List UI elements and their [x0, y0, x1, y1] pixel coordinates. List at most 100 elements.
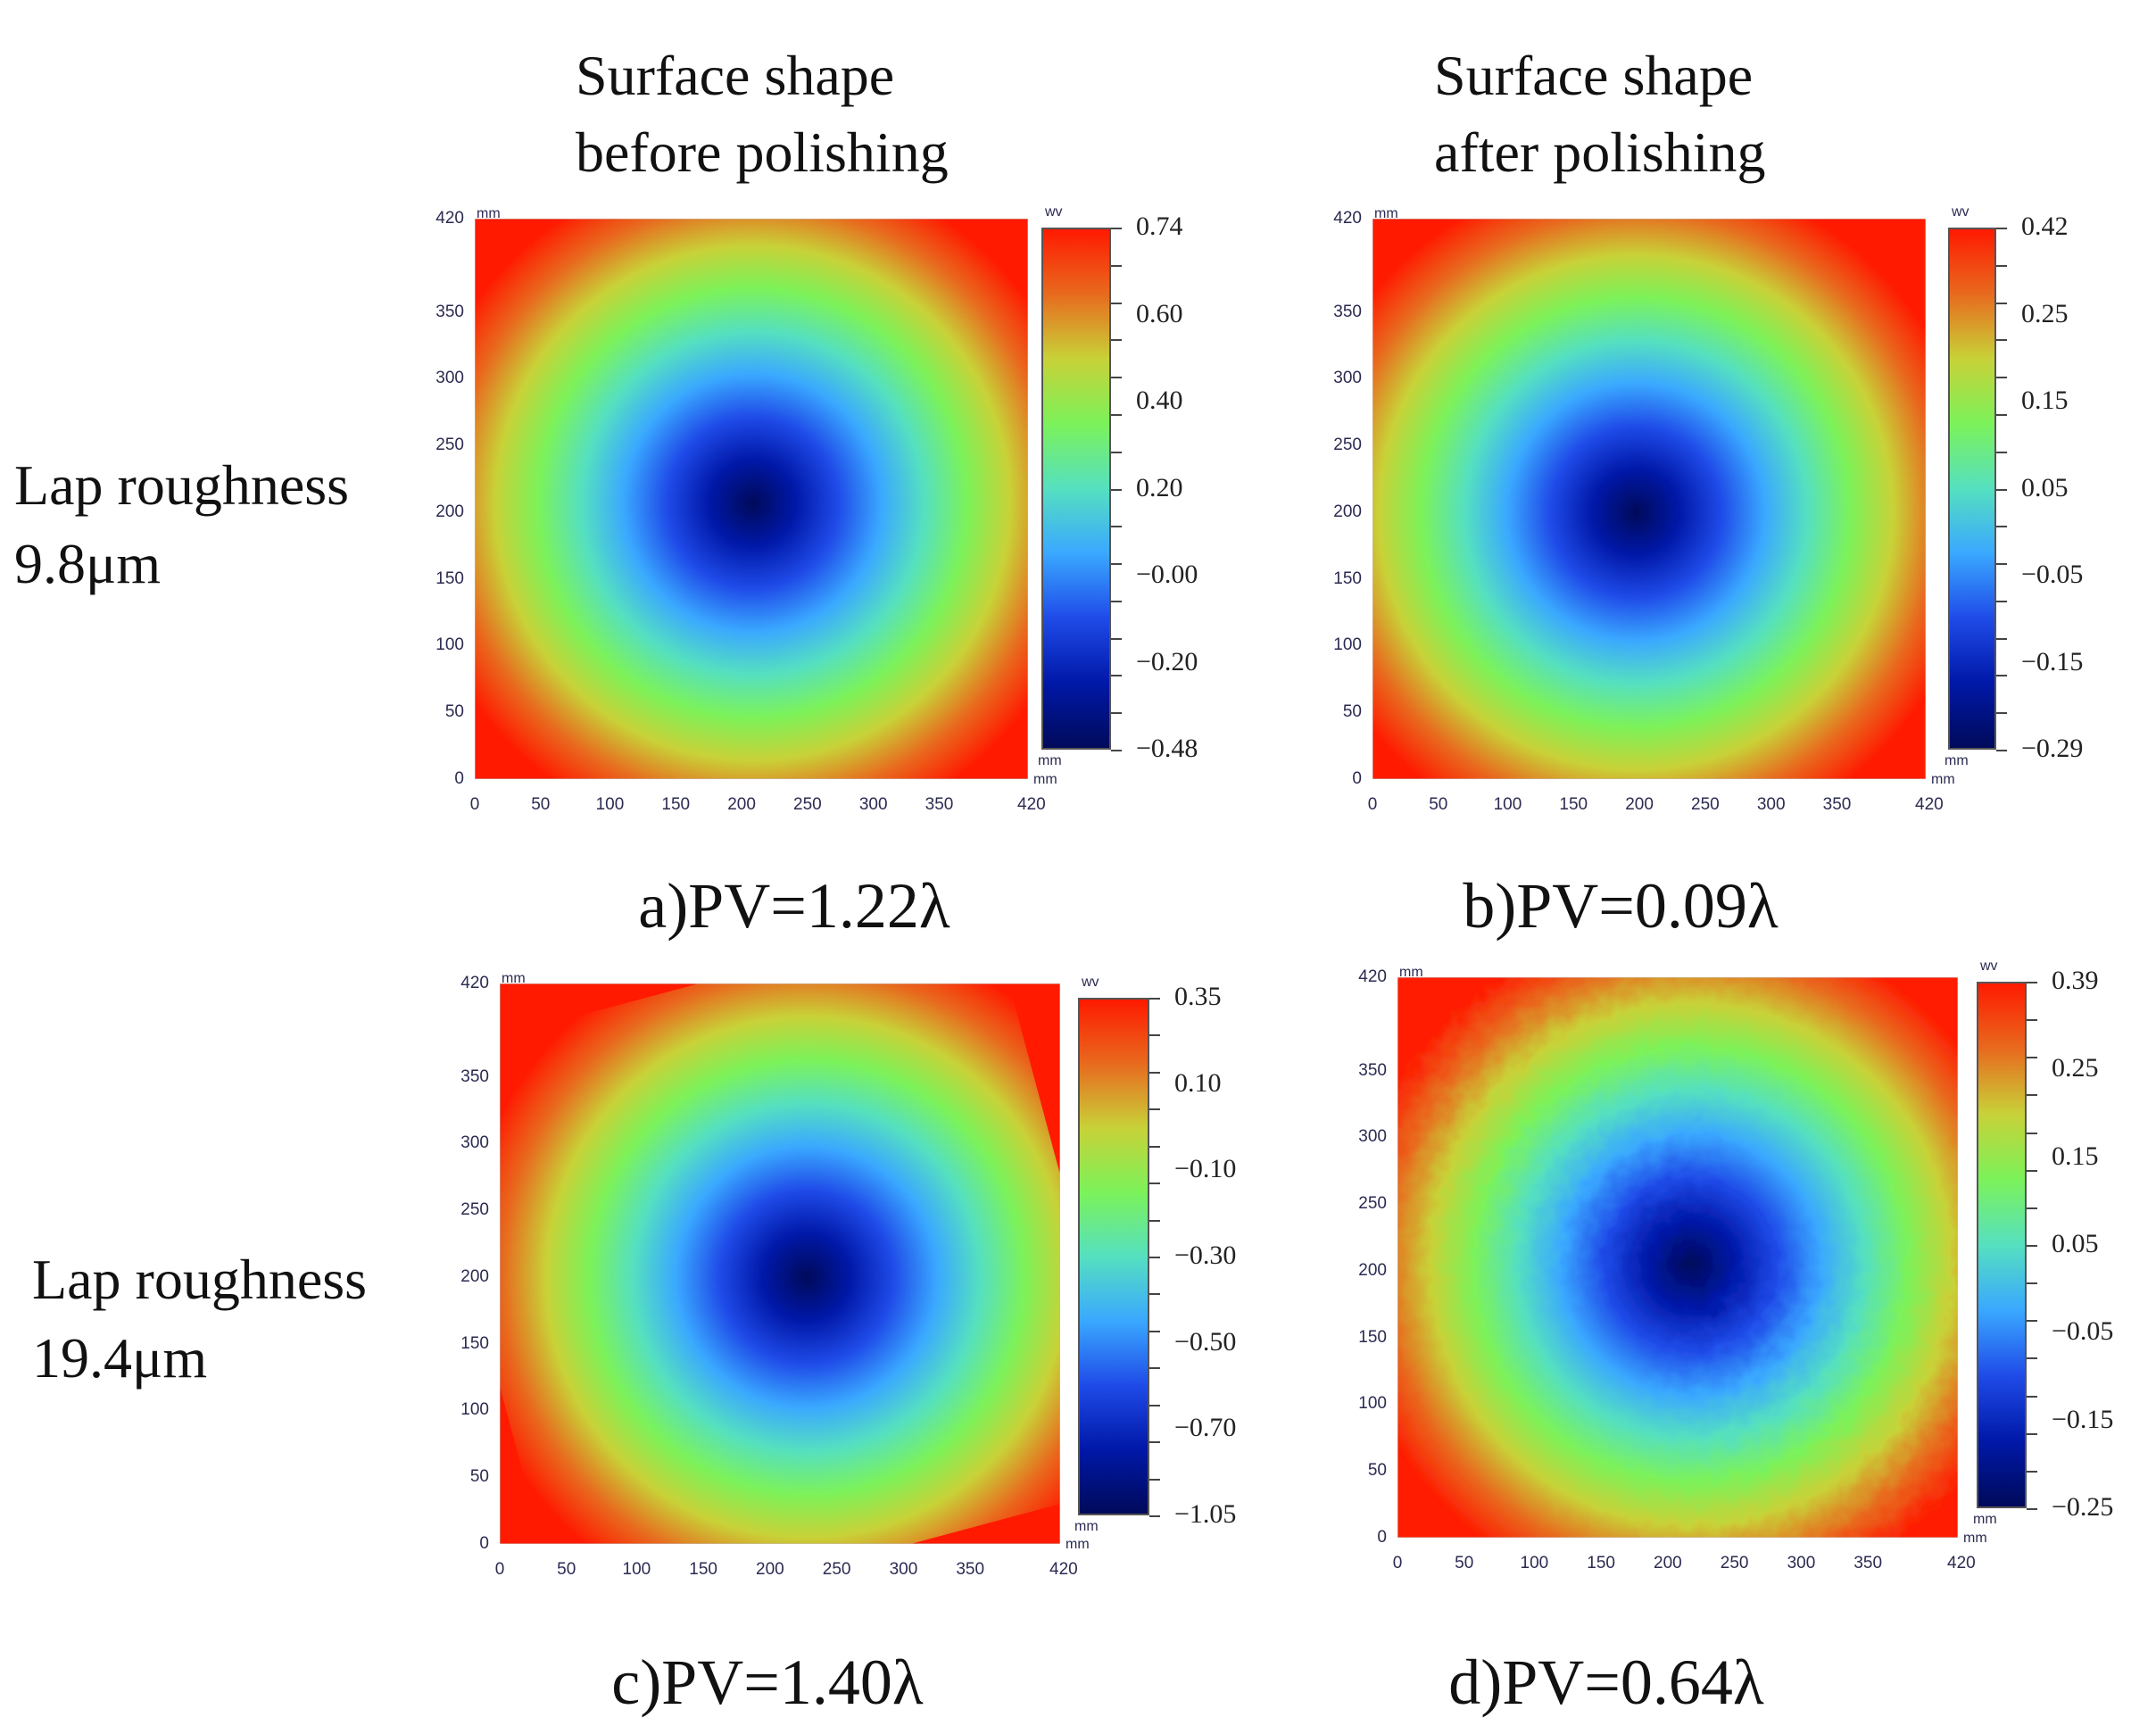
colorbar-tick-mark [1111, 600, 1122, 602]
y-tick-label: 0 [479, 1534, 489, 1553]
colorbar-tick-mark [1111, 377, 1122, 379]
x-tick-label: 50 [531, 795, 551, 814]
x-tick-label: 0 [1367, 795, 1378, 814]
colorbar-bottom-unit: mm [1973, 1512, 1997, 1527]
y-tick-label: 300 [1333, 369, 1362, 388]
y-tick-label: 150 [1358, 1327, 1387, 1347]
colorbar-tick-label: −0.29 [2021, 734, 2084, 763]
colorbar-tick-mark [1996, 526, 2007, 528]
y-tick-label: 350 [460, 1066, 489, 1086]
colorbar-tick-mark [1111, 264, 1122, 267]
colorbar-tick-mark [1149, 1071, 1160, 1074]
colorbar-tick-label: 0.10 [1174, 1067, 1222, 1098]
x-tick-label: 250 [1720, 1554, 1749, 1572]
colorbar-tick-label: 0.25 [2052, 1053, 2099, 1083]
colorbar-tick-label: 0.15 [2052, 1141, 2099, 1171]
colorbar-bottom-unit: mm [1038, 753, 1062, 768]
colorbar-tick-label: −0.05 [2052, 1316, 2114, 1347]
colorbar-tick-mark [1111, 637, 1122, 640]
colorbar-tick-mark [1149, 1330, 1160, 1332]
colorbar-tick-mark [2027, 1282, 2037, 1285]
colorbar-tick-mark [2027, 1395, 2037, 1398]
panel-caption-d: d)PV=0.64λ [1448, 1647, 1764, 1718]
x-tick-label: 50 [557, 1560, 576, 1579]
x-tick-label: 0 [494, 1560, 505, 1579]
colorbar-tick-label: 0.35 [1174, 982, 1222, 1011]
row-label-1: Lap roughness 9.8μm [14, 446, 349, 603]
colorbar-tick-label: −0.70 [1174, 1413, 1237, 1443]
y-tick-label: 150 [1333, 568, 1362, 588]
x-tick-label: 100 [1493, 795, 1522, 814]
y-tick-label: 50 [1342, 702, 1362, 722]
colorbar-tick-mark [1996, 264, 2007, 267]
colorbar-tick-mark [1996, 339, 2007, 342]
colorbar-tick-mark [1996, 302, 2007, 304]
y-axis-unit: mm [502, 971, 526, 986]
y-tick-label: 100 [460, 1400, 489, 1420]
y-tick-label: 250 [1333, 436, 1362, 455]
y-tick-label: 250 [1358, 1194, 1387, 1214]
x-tick-label: 50 [1455, 1554, 1474, 1572]
colorbar-tick-mark [1149, 1441, 1160, 1444]
colorbar [1977, 982, 2027, 1508]
colorbar-tick-mark [1996, 750, 2007, 751]
colorbar-tick-label: −0.25 [2052, 1492, 2114, 1522]
colorbar-tick-mark [1111, 228, 1122, 229]
y-tick-label: 350 [1358, 1060, 1387, 1080]
y-tick-label: 150 [460, 1333, 489, 1353]
y-tick-label: 50 [1367, 1461, 1387, 1481]
colorbar-tick-mark [2027, 1320, 2037, 1323]
colorbar-tick-mark [2027, 1169, 2037, 1172]
colorbar-tick-label: 0.25 [2021, 298, 2069, 328]
x-tick-label: 150 [661, 795, 691, 814]
x-tick-label: 100 [1520, 1554, 1549, 1572]
y-tick-label: 50 [469, 1467, 489, 1487]
colorbar-tick-label: 0.15 [2021, 386, 2069, 415]
colorbar-tick-label: 0.40 [1136, 386, 1183, 415]
colorbar-tick-mark [1996, 451, 2007, 453]
x-axis-unit: mm [1033, 772, 1057, 787]
y-tick-label: 100 [435, 635, 464, 655]
row-label-2-line1: Lap roughness [32, 1248, 368, 1311]
colorbar-tick-label: −0.30 [1174, 1241, 1237, 1270]
heatmap-surface-c [500, 983, 1060, 1544]
x-tick-label: 300 [1787, 1554, 1816, 1572]
x-tick-label: 350 [925, 795, 954, 814]
colorbar-tick-label: −0.15 [2052, 1404, 2114, 1434]
x-tick-label: 0 [469, 795, 480, 814]
y-tick-label: 420 [1358, 967, 1387, 986]
x-axis-unit: mm [1066, 1537, 1090, 1552]
colorbar-tick-mark [2027, 1057, 2037, 1059]
y-tick-label: 200 [1358, 1260, 1387, 1280]
x-tick-label: 250 [822, 1560, 851, 1579]
colorbar [1041, 228, 1111, 750]
y-tick-label: 150 [435, 568, 464, 588]
colorbar-unit: wv [1952, 204, 1969, 220]
colorbar-tick-mark [2027, 982, 2037, 983]
row-label-2-line2: 19.4μm [32, 1326, 208, 1390]
colorbar-tick-mark [1111, 413, 1122, 416]
colorbar-tick-mark [1149, 998, 1160, 1000]
colorbar-tick-mark [2027, 1207, 2037, 1209]
colorbar-tick-mark [1149, 1108, 1160, 1111]
colorbar-tick-mark [1149, 1515, 1160, 1517]
colorbar-tick-label: −0.48 [1136, 734, 1198, 763]
colorbar-tick-label: −0.00 [1136, 560, 1198, 589]
colorbar-tick-label: −0.10 [1174, 1154, 1237, 1184]
colorbar-tick-label: −1.05 [1174, 1499, 1237, 1529]
x-tick-label: 100 [595, 795, 625, 814]
colorbar-tick-label: −0.05 [2021, 560, 2084, 589]
colorbar-tick-label: −0.15 [2021, 646, 2084, 676]
colorbar-tick-label: 0.05 [2021, 472, 2069, 502]
y-tick-label: 0 [1352, 769, 1362, 788]
colorbar-tick-mark [2027, 1508, 2037, 1510]
colorbar-tick-mark [1149, 1145, 1160, 1148]
y-tick-label: 0 [454, 769, 464, 788]
column-title-before-line1: Surface shape [576, 44, 895, 107]
column-title-before: Surface shape before polishing [576, 37, 949, 191]
x-tick-label: 200 [756, 1560, 784, 1579]
x-tick-label: 0 [1392, 1554, 1403, 1572]
y-tick-label: 300 [435, 369, 464, 388]
y-tick-label: 250 [435, 436, 464, 455]
colorbar-tick-mark [1996, 377, 2007, 379]
